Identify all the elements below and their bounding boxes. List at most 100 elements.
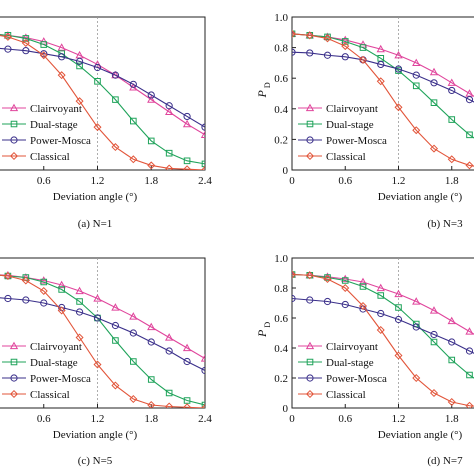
data-point bbox=[75, 333, 84, 342]
x-tick-label: 1.8 bbox=[144, 175, 158, 187]
x-tick-label: 1.2 bbox=[392, 413, 406, 425]
data-point bbox=[147, 322, 156, 331]
panel-caption: (b) N=3 bbox=[427, 218, 463, 230]
data-point bbox=[466, 131, 473, 139]
data-point bbox=[165, 402, 174, 408]
y-axis-label-sub: D bbox=[263, 82, 272, 90]
x-tick-label: 2.4 bbox=[198, 413, 212, 425]
y-axis-label-main: P bbox=[255, 329, 269, 338]
y-tick-label: 0.2 bbox=[274, 373, 288, 385]
x-tick-label: 1.2 bbox=[392, 175, 406, 187]
data-point bbox=[447, 397, 456, 407]
legend-swatch-marker bbox=[9, 103, 19, 112]
data-point bbox=[76, 298, 83, 305]
data-point bbox=[341, 274, 350, 283]
data-point bbox=[147, 161, 156, 170]
data-point bbox=[111, 303, 120, 311]
data-point bbox=[429, 306, 439, 314]
data-point bbox=[75, 97, 84, 106]
legend-label: Classical bbox=[30, 151, 70, 163]
data-point bbox=[358, 301, 368, 311]
x-tick-label: 0.6 bbox=[37, 413, 51, 425]
data-point bbox=[182, 119, 192, 128]
y-axis-label-main: P bbox=[255, 90, 269, 99]
data-point bbox=[377, 292, 385, 299]
data-point bbox=[165, 149, 173, 157]
legend-swatch-marker bbox=[306, 358, 314, 366]
data-point bbox=[430, 338, 438, 346]
legend-swatch-marker bbox=[306, 374, 314, 382]
data-point bbox=[93, 360, 102, 369]
data-point bbox=[147, 91, 155, 99]
data-point bbox=[359, 283, 367, 290]
data-point bbox=[93, 63, 102, 72]
y-tick-label: 0.8 bbox=[274, 283, 288, 295]
data-point bbox=[182, 343, 192, 352]
chart-panel-b: 0 0.6 1.2 1.8 0 0.2 0.4 0.6 0.8 1.0 P D Deviation a… bbox=[255, 12, 474, 230]
data-point bbox=[323, 297, 332, 306]
data-point bbox=[129, 329, 137, 337]
data-point bbox=[147, 338, 155, 346]
data-point bbox=[376, 44, 385, 53]
data-point bbox=[93, 314, 102, 322]
data-point bbox=[429, 144, 439, 153]
y-tick-label: 0.4 bbox=[274, 104, 288, 116]
data-point bbox=[57, 71, 66, 80]
series-line-classical bbox=[0, 274, 205, 408]
data-point bbox=[93, 294, 102, 302]
data-point bbox=[183, 357, 191, 366]
data-point bbox=[466, 371, 473, 379]
legend-label: Classical bbox=[326, 389, 366, 401]
data-point bbox=[58, 53, 66, 61]
y-axis-label: P D bbox=[255, 322, 272, 338]
series-line-dual-stage bbox=[292, 273, 474, 379]
data-point bbox=[58, 286, 65, 293]
data-point bbox=[394, 65, 403, 73]
panel-caption: (d) N=7 bbox=[427, 455, 463, 467]
data-point bbox=[395, 67, 402, 74]
data-point bbox=[57, 43, 66, 51]
data-point bbox=[165, 333, 174, 341]
legend-label: Classical bbox=[326, 151, 366, 163]
chart-panel-c: 0.6 1.2 1.8 2.4 Deviation angle (°) (c) N=5 Cl… bbox=[0, 257, 212, 467]
series-line-classical bbox=[292, 33, 474, 167]
data-point bbox=[341, 38, 349, 45]
data-point bbox=[200, 130, 205, 138]
data-point bbox=[75, 286, 84, 295]
data-point bbox=[129, 394, 138, 404]
data-point bbox=[57, 306, 66, 315]
data-point bbox=[57, 280, 66, 289]
data-point bbox=[394, 289, 403, 298]
legend-label: Clairvoyant bbox=[30, 103, 82, 115]
data-point bbox=[40, 278, 48, 286]
data-point bbox=[183, 157, 191, 165]
data-point bbox=[412, 58, 421, 67]
data-point bbox=[376, 283, 385, 292]
data-point bbox=[147, 400, 156, 408]
legend-label: Power-Mosca bbox=[30, 373, 91, 385]
series-line-dual-stage bbox=[292, 33, 474, 139]
y-tick-label: 1.0 bbox=[274, 12, 288, 24]
data-point bbox=[412, 323, 420, 331]
series-line-power-mosca bbox=[0, 297, 205, 371]
data-point bbox=[377, 55, 385, 62]
x-axis-label: Deviation angle (°) bbox=[378, 429, 463, 441]
data-point bbox=[394, 351, 403, 360]
data-point bbox=[21, 276, 30, 285]
data-point bbox=[112, 337, 119, 344]
data-point bbox=[341, 42, 350, 51]
data-point bbox=[200, 165, 205, 170]
data-point bbox=[358, 277, 368, 286]
x-tick-label: 1.8 bbox=[445, 413, 459, 425]
data-point bbox=[4, 45, 12, 53]
data-point bbox=[394, 103, 403, 112]
data-point bbox=[165, 102, 173, 110]
data-point bbox=[376, 325, 385, 335]
data-point bbox=[201, 401, 205, 408]
data-point bbox=[40, 299, 48, 307]
series-line-power-mosca bbox=[292, 51, 474, 103]
data-point bbox=[465, 161, 474, 170]
data-point bbox=[200, 403, 205, 408]
series-layer bbox=[0, 31, 205, 170]
y-tick-label: 1.0 bbox=[274, 253, 288, 265]
